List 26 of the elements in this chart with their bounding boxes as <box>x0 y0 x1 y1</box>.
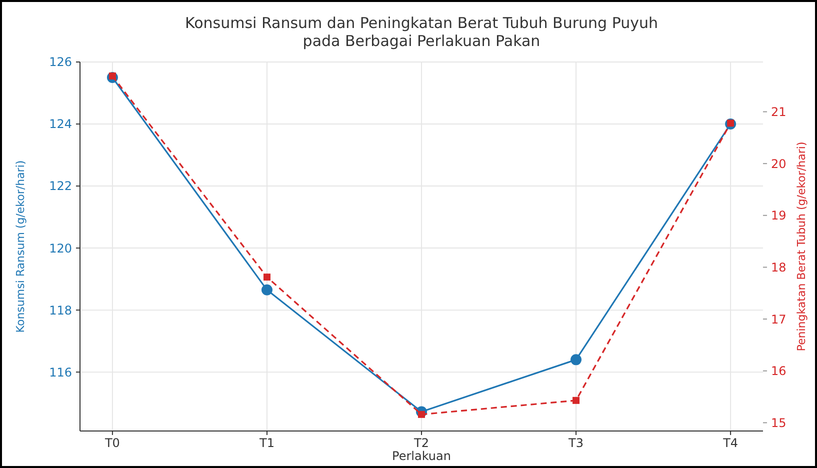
y-tick-label: 126 <box>49 55 72 70</box>
y2-axis-title: Peningkatan Berat Tubuh (g/ekor/hari) <box>795 142 808 352</box>
y-tick-label: 124 <box>49 117 72 132</box>
x-axis-title: Perlakuan <box>392 449 451 463</box>
y-tick-label: 118 <box>49 303 72 318</box>
y2-tick-label: 18 <box>771 260 786 274</box>
x-tick-label: T0 <box>104 436 120 450</box>
x-tick-label: T4 <box>722 436 738 450</box>
x-tick-label: T1 <box>258 436 274 450</box>
y-tick-label: 122 <box>49 179 72 194</box>
point <box>261 284 272 296</box>
x-tick-label: T2 <box>413 436 429 450</box>
point <box>570 354 582 366</box>
y-tick-label: 116 <box>49 365 72 380</box>
point <box>263 274 270 281</box>
y2-tick-label: 16 <box>771 364 786 378</box>
chart-title: Konsumsi Ransum dan Peningkatan Berat Tubuh Burung Puyuh pada Berbagai Perlakuan Pakan <box>184 14 658 50</box>
y2-tick-label: 19 <box>771 208 786 223</box>
y2-tick-label: 15 <box>771 416 786 430</box>
y2-tick-label: 20 <box>771 156 786 171</box>
y2-tick-label: 21 <box>771 104 786 119</box>
point <box>572 396 580 404</box>
y-tick-label: 120 <box>49 241 72 256</box>
y2-tick-label: 17 <box>771 312 786 326</box>
y-axis-title: Konsumsi Ransum (g/ekor/hari) <box>14 160 27 333</box>
x-tick-label: T3 <box>568 436 584 450</box>
